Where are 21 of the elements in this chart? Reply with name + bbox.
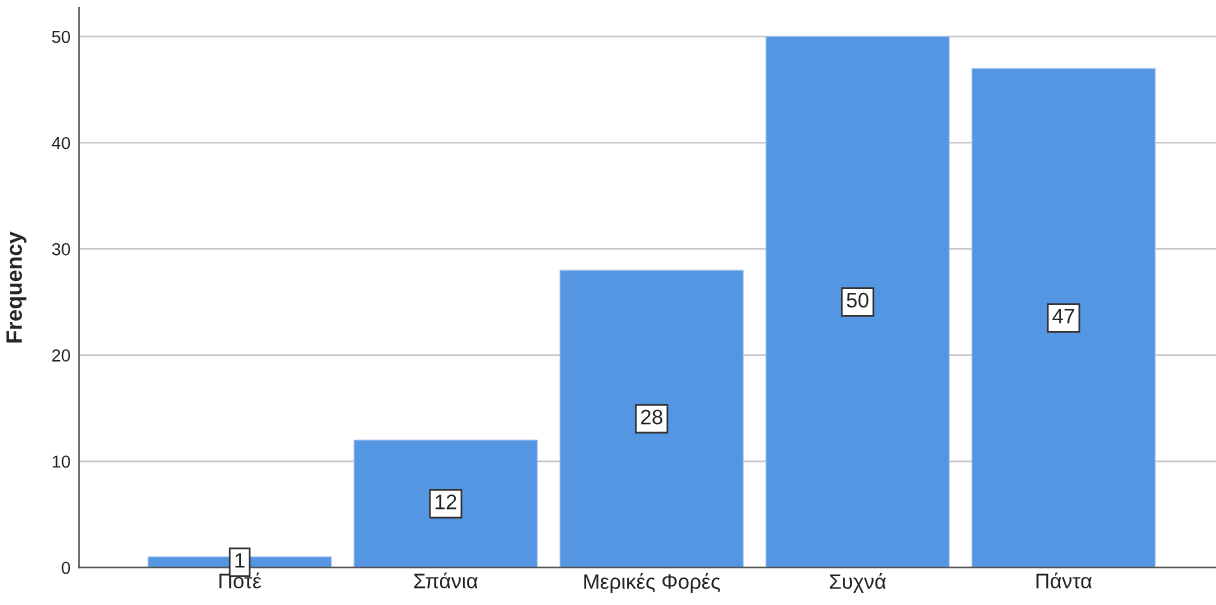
y-tick-label: 50 [52,30,71,43]
y-tick-label: 0 [61,561,71,574]
data-label: 28 [641,409,663,425]
data-label: 1 [235,553,245,568]
y-tick-label: 20 [52,349,71,362]
data-label: 50 [846,292,869,308]
data-label: 12 [435,494,457,510]
bar [559,269,744,568]
bar [765,36,950,568]
y-tick-label: 30 [52,243,71,256]
x-tick-label: Πάντα [1036,572,1092,589]
x-tick-label: Συχνά [829,573,886,594]
bar [353,439,538,568]
bar [971,67,1156,568]
y-axis-title: Frequency [6,231,27,343]
data-label: 47 [1052,309,1075,324]
x-tick-label: Ποτέ [219,572,262,589]
y-tick-label: 40 [51,136,71,150]
x-tick-label: Μερικές Φορές [584,573,721,594]
x-tick-label: Σπάνια [414,572,478,589]
y-tick-label: 10 [52,455,71,468]
